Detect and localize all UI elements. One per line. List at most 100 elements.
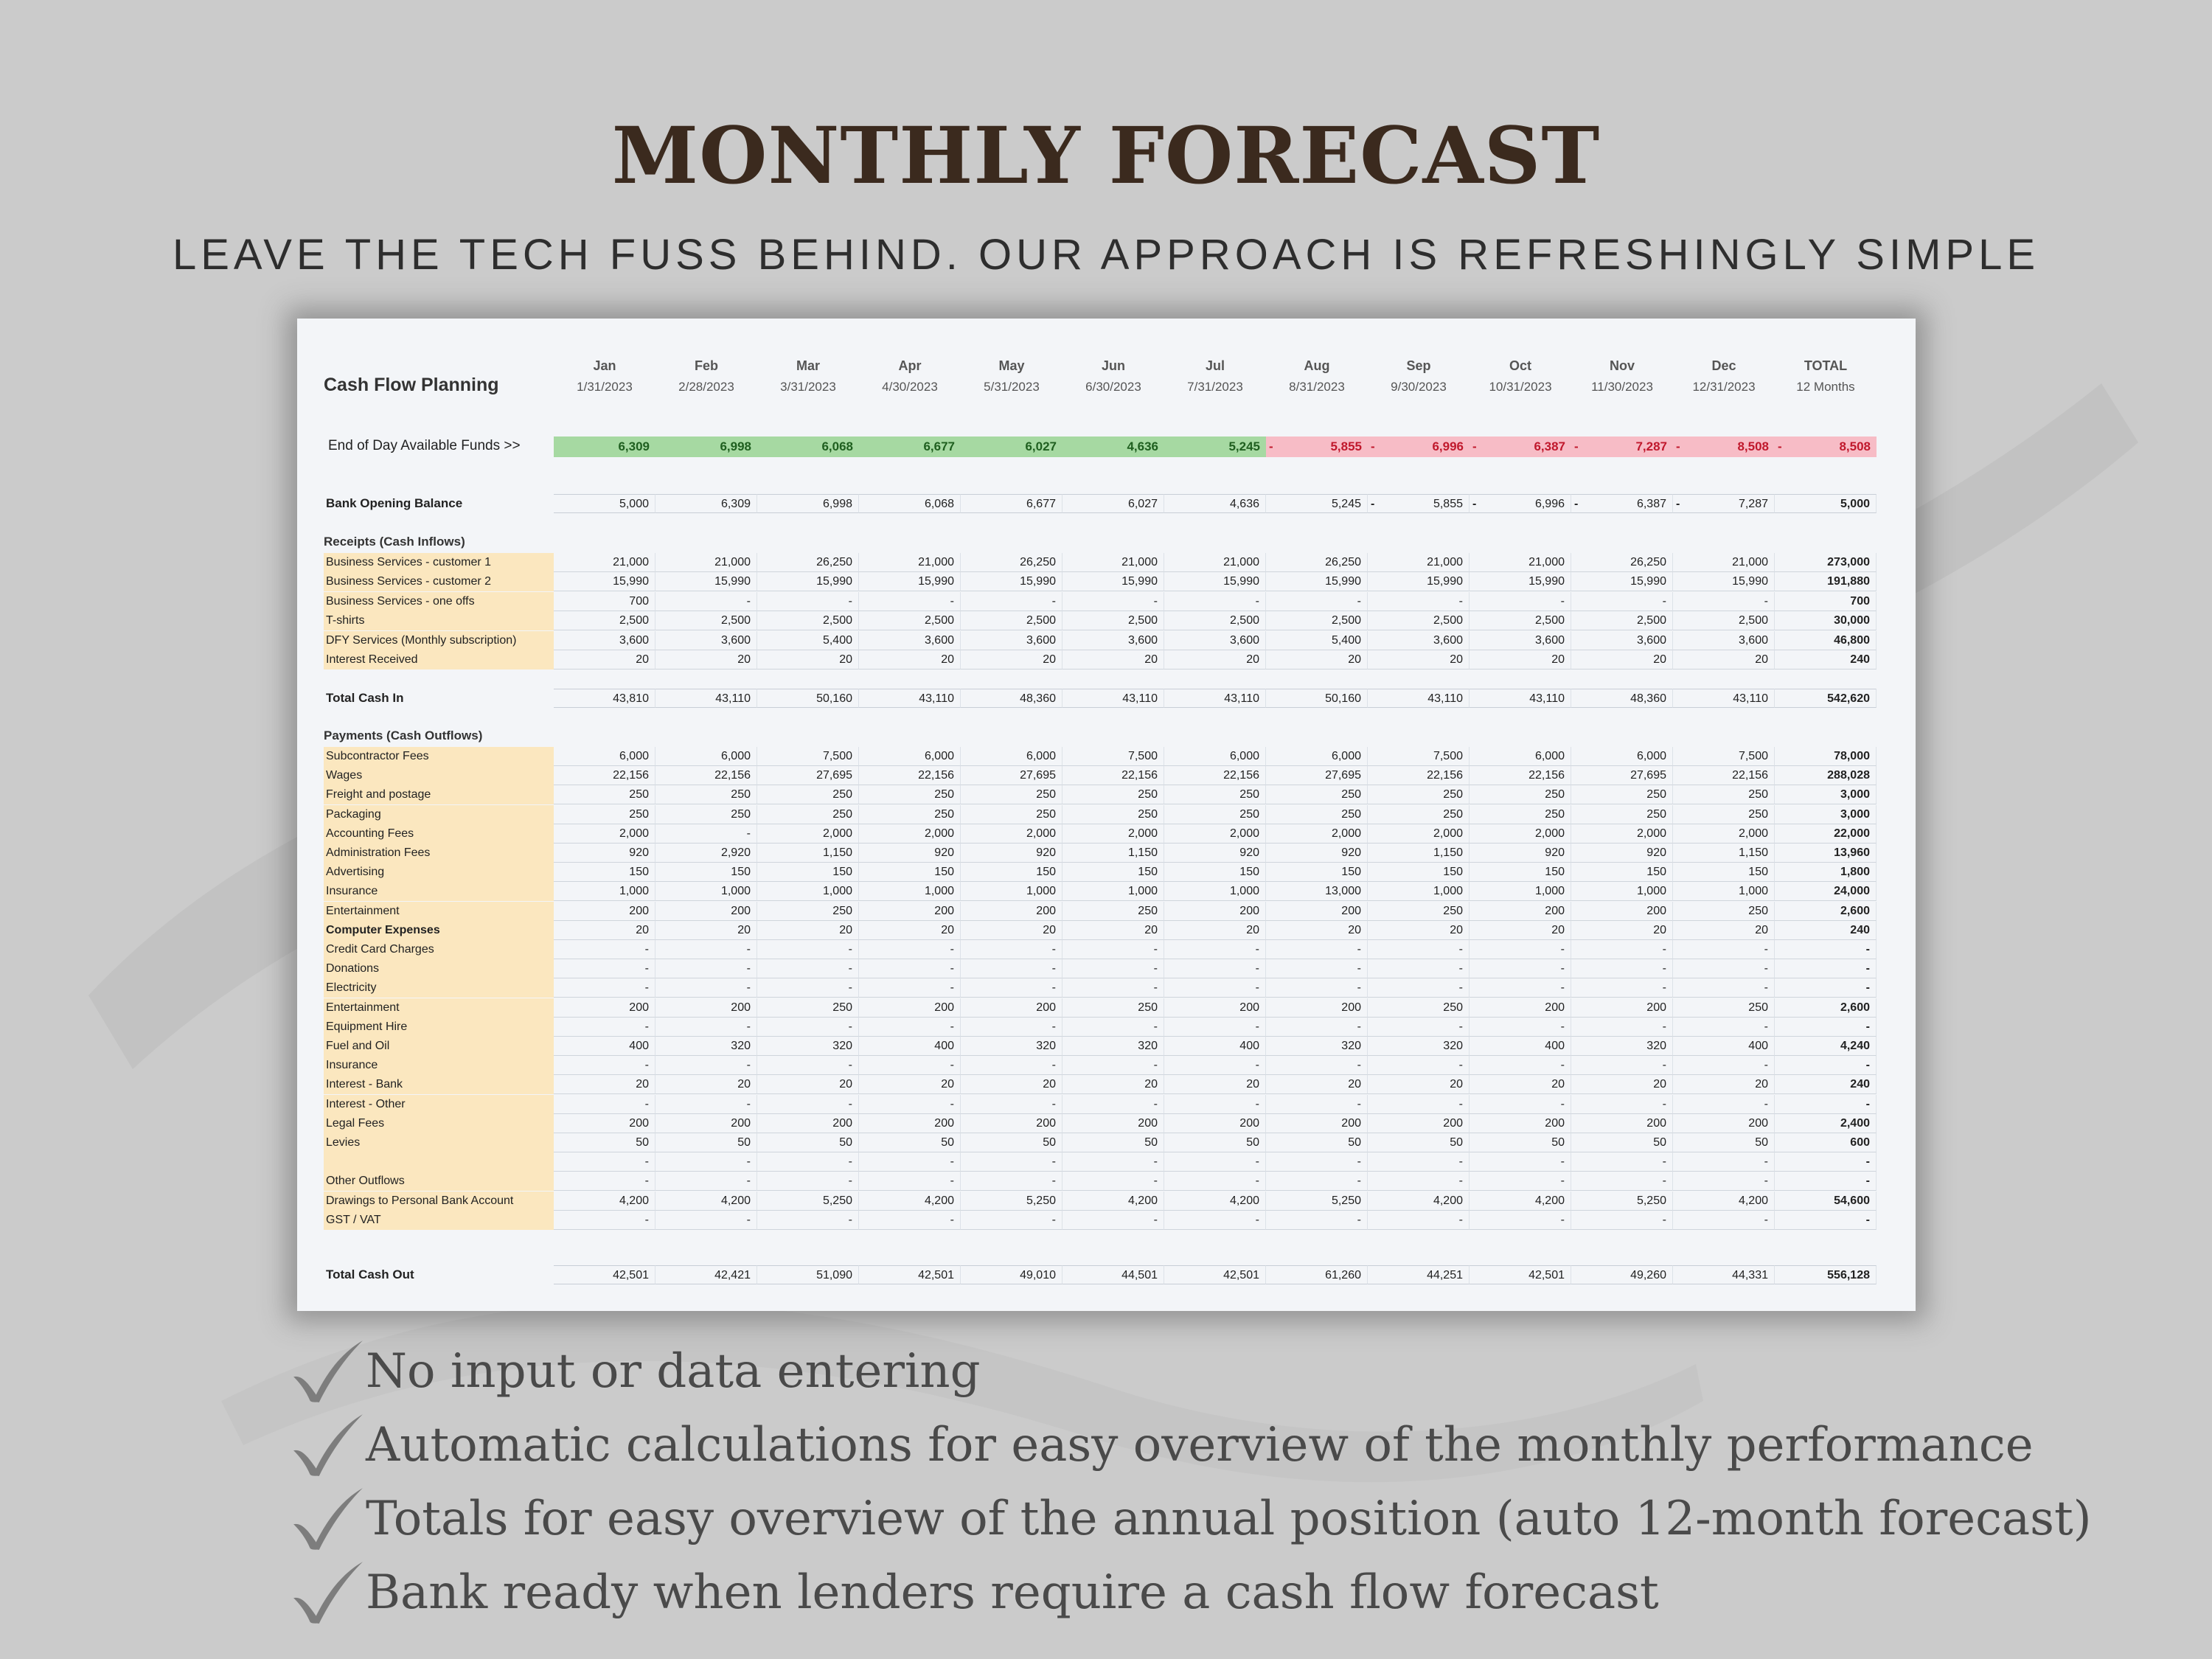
- value-cell[interactable]: 22,156: [1164, 766, 1266, 786]
- value-cell[interactable]: -: [757, 959, 859, 979]
- value-cell[interactable]: -: [1062, 1094, 1164, 1114]
- value-cell[interactable]: 250: [655, 785, 757, 805]
- value-cell[interactable]: 46,800: [1775, 630, 1877, 650]
- value-cell[interactable]: 50,160: [1266, 689, 1368, 708]
- value-cell[interactable]: 7,500: [1368, 747, 1470, 766]
- value-cell[interactable]: -: [1571, 959, 1673, 979]
- value-cell[interactable]: -: [1368, 1210, 1470, 1230]
- value-cell[interactable]: 5,400: [1266, 630, 1368, 650]
- value-cell[interactable]: 6,677: [961, 494, 1062, 513]
- value-cell[interactable]: -: [1062, 978, 1164, 998]
- value-cell[interactable]: -: [655, 824, 757, 844]
- value-cell[interactable]: 13,960: [1775, 844, 1877, 863]
- value-cell[interactable]: 50: [554, 1133, 655, 1152]
- value-cell[interactable]: - 6,387: [1571, 494, 1673, 513]
- value-cell[interactable]: 20: [1470, 920, 1571, 940]
- value-cell[interactable]: 5,245: [1164, 437, 1266, 457]
- value-cell[interactable]: 15,990: [757, 572, 859, 592]
- value-cell[interactable]: 2,000: [1266, 824, 1368, 844]
- value-cell[interactable]: -: [859, 940, 961, 959]
- value-cell[interactable]: 200: [1673, 1113, 1775, 1133]
- value-cell[interactable]: 6,000: [1470, 747, 1571, 766]
- value-cell[interactable]: 150: [655, 863, 757, 883]
- value-cell[interactable]: -: [1775, 1056, 1877, 1076]
- value-cell[interactable]: 150: [554, 863, 655, 883]
- value-cell[interactable]: 4,200: [1164, 1191, 1266, 1211]
- value-cell[interactable]: -: [1470, 591, 1571, 611]
- value-cell[interactable]: 400: [1164, 1037, 1266, 1056]
- value-cell[interactable]: 3,600: [859, 630, 961, 650]
- value-cell[interactable]: 5,000: [1775, 494, 1877, 513]
- value-cell[interactable]: 50: [1164, 1133, 1266, 1152]
- value-cell[interactable]: -: [554, 1094, 655, 1114]
- value-cell[interactable]: -: [1470, 940, 1571, 959]
- value-cell[interactable]: 200: [655, 998, 757, 1018]
- value-cell[interactable]: 42,501: [554, 1265, 655, 1284]
- value-cell[interactable]: 5,250: [1266, 1191, 1368, 1211]
- value-cell[interactable]: 20: [1368, 1075, 1470, 1095]
- value-cell[interactable]: 2,500: [859, 611, 961, 631]
- value-cell[interactable]: 200: [859, 901, 961, 921]
- value-cell[interactable]: 20: [554, 650, 655, 669]
- value-cell[interactable]: 20: [1062, 920, 1164, 940]
- value-cell[interactable]: -: [655, 940, 757, 959]
- value-cell[interactable]: -: [1470, 1172, 1571, 1192]
- value-cell[interactable]: 43,110: [1470, 689, 1571, 708]
- value-cell[interactable]: 15,990: [1266, 572, 1368, 592]
- value-cell[interactable]: -: [1164, 978, 1266, 998]
- value-cell[interactable]: 22,156: [1673, 766, 1775, 786]
- value-cell[interactable]: 15,990: [1673, 572, 1775, 592]
- value-cell[interactable]: 250: [757, 804, 859, 824]
- value-cell[interactable]: 27,695: [961, 766, 1062, 786]
- value-cell[interactable]: 320: [1266, 1037, 1368, 1056]
- value-cell[interactable]: 6,677: [859, 437, 961, 457]
- value-cell[interactable]: 920: [859, 844, 961, 863]
- value-cell[interactable]: -: [1266, 1210, 1368, 1230]
- value-cell[interactable]: 200: [961, 901, 1062, 921]
- value-cell[interactable]: -: [757, 978, 859, 998]
- value-cell[interactable]: -: [757, 591, 859, 611]
- value-cell[interactable]: -: [1673, 591, 1775, 611]
- value-cell[interactable]: 4,200: [554, 1191, 655, 1211]
- value-cell[interactable]: -: [859, 978, 961, 998]
- value-cell[interactable]: -: [1571, 591, 1673, 611]
- value-cell[interactable]: 150: [1062, 863, 1164, 883]
- value-cell[interactable]: 20: [1266, 1075, 1368, 1095]
- value-cell[interactable]: - 6,996: [1470, 494, 1571, 513]
- value-cell[interactable]: 200: [1164, 1113, 1266, 1133]
- value-cell[interactable]: 27,695: [1571, 766, 1673, 786]
- value-cell[interactable]: 5,250: [961, 1191, 1062, 1211]
- value-cell[interactable]: -: [554, 940, 655, 959]
- value-cell[interactable]: -: [1266, 959, 1368, 979]
- value-cell[interactable]: 273,000: [1775, 553, 1877, 572]
- value-cell[interactable]: -: [1673, 1094, 1775, 1114]
- value-cell[interactable]: 42,501: [1470, 1265, 1571, 1284]
- value-cell[interactable]: -: [1266, 591, 1368, 611]
- value-cell[interactable]: -: [859, 959, 961, 979]
- value-cell[interactable]: 1,000: [859, 882, 961, 902]
- value-cell[interactable]: -: [1470, 959, 1571, 979]
- value-cell[interactable]: 5,000: [554, 494, 655, 513]
- value-cell[interactable]: 4,636: [1164, 494, 1266, 513]
- value-cell[interactable]: -: [554, 1210, 655, 1230]
- value-cell[interactable]: 250: [655, 804, 757, 824]
- value-cell[interactable]: 2,000: [757, 824, 859, 844]
- value-cell[interactable]: 20: [1470, 1075, 1571, 1095]
- value-cell[interactable]: -: [1266, 940, 1368, 959]
- value-cell[interactable]: 240: [1775, 1075, 1877, 1095]
- value-cell[interactable]: 26,250: [1266, 553, 1368, 572]
- value-cell[interactable]: 22,156: [1062, 766, 1164, 786]
- value-cell[interactable]: 200: [554, 1113, 655, 1133]
- value-cell[interactable]: -: [1062, 940, 1164, 959]
- value-cell[interactable]: 920: [1470, 844, 1571, 863]
- value-cell[interactable]: 250: [1368, 901, 1470, 921]
- value-cell[interactable]: -: [1470, 1152, 1571, 1172]
- value-cell[interactable]: 2,500: [554, 611, 655, 631]
- value-cell[interactable]: 250: [1673, 804, 1775, 824]
- value-cell[interactable]: 20: [1571, 650, 1673, 669]
- value-cell[interactable]: 250: [554, 804, 655, 824]
- value-cell[interactable]: 50: [1673, 1133, 1775, 1152]
- value-cell[interactable]: 250: [1266, 785, 1368, 805]
- value-cell[interactable]: -: [757, 1017, 859, 1037]
- value-cell[interactable]: -: [1571, 1056, 1673, 1076]
